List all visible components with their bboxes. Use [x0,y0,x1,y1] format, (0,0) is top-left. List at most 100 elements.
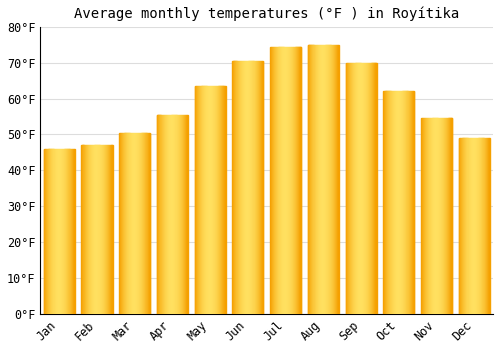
Bar [437,118,438,314]
Bar [87,145,88,314]
Bar [167,115,168,314]
Bar [68,149,69,314]
Bar [90,145,92,314]
Bar [374,63,375,314]
Bar [102,145,103,314]
Bar [346,63,347,314]
Bar [181,115,182,314]
Bar [126,133,127,314]
Bar [147,133,148,314]
Bar [347,63,348,314]
Bar [122,133,123,314]
Bar [312,45,313,314]
Bar [434,118,435,314]
Bar [125,133,126,314]
Bar [472,138,474,314]
Bar [470,138,471,314]
Bar [206,86,207,314]
Bar [198,86,199,314]
Bar [96,145,97,314]
Bar [67,149,68,314]
Bar [390,91,391,314]
Bar [277,47,278,314]
Bar [255,61,256,314]
Bar [241,61,242,314]
Bar [386,91,387,314]
Bar [293,47,294,314]
Bar [458,138,460,314]
Bar [204,86,205,314]
Bar [360,63,361,314]
Bar [275,47,276,314]
Bar [320,45,322,314]
Bar [66,149,67,314]
Bar [349,63,350,314]
Bar [69,149,70,314]
Bar [202,86,203,314]
Bar [328,45,329,314]
Bar [433,118,434,314]
Bar [279,47,280,314]
Bar [280,47,281,314]
Bar [486,138,487,314]
Bar [469,138,470,314]
Bar [162,115,164,314]
Bar [316,45,317,314]
Bar [84,145,85,314]
Bar [333,45,334,314]
Bar [234,61,235,314]
Bar [398,91,399,314]
Bar [215,86,216,314]
Bar [209,86,210,314]
Bar [371,63,372,314]
Bar [145,133,146,314]
Bar [283,47,284,314]
Bar [124,133,125,314]
Bar [164,115,166,314]
Bar [91,145,92,314]
Bar [367,63,368,314]
Bar [184,115,186,314]
Bar [299,47,300,314]
Bar [109,145,110,314]
Bar [164,115,165,314]
Bar [263,61,264,314]
Bar [245,61,246,314]
Bar [88,145,89,314]
Bar [284,47,285,314]
Bar [438,118,439,314]
Bar [195,86,196,314]
Bar [370,63,371,314]
Bar [144,133,145,314]
Bar [221,86,222,314]
Bar [368,63,370,314]
Bar [51,149,52,314]
Bar [137,133,138,314]
Bar [288,47,290,314]
Bar [158,115,159,314]
Bar [179,115,180,314]
Bar [172,115,173,314]
Bar [253,61,254,314]
Bar [184,115,185,314]
Bar [258,61,259,314]
Bar [337,45,338,314]
Bar [70,149,71,314]
Bar [46,149,47,314]
Bar [157,115,158,314]
Bar [132,133,133,314]
Bar [99,145,100,314]
Bar [196,86,197,314]
Bar [431,118,432,314]
Bar [168,115,170,314]
Bar [297,47,298,314]
Bar [336,45,338,314]
Title: Average monthly temperatures (°F ) in Royítika: Average monthly temperatures (°F ) in Ro… [74,7,460,21]
Bar [326,45,327,314]
Bar [399,91,400,314]
Bar [142,133,143,314]
Bar [387,91,388,314]
Bar [49,149,50,314]
Bar [428,118,429,314]
Bar [274,47,275,314]
